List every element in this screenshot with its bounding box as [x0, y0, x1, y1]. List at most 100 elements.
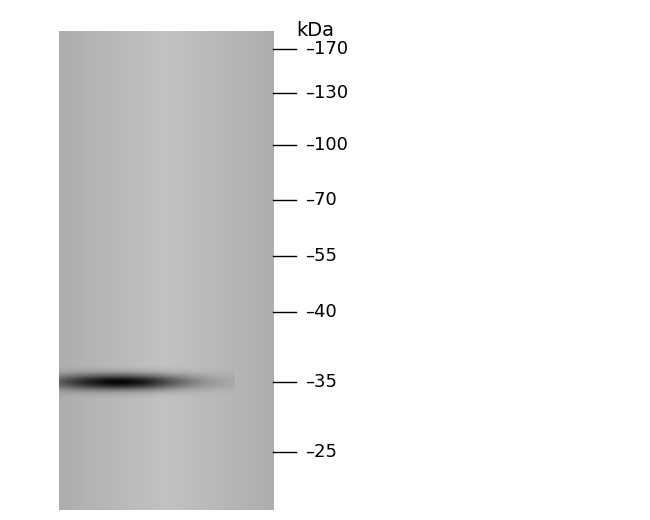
Bar	[100, 371, 103, 372]
Bar	[218, 384, 222, 385]
Bar	[183, 376, 187, 377]
Bar	[87, 390, 90, 391]
Bar	[159, 376, 162, 378]
Bar	[116, 392, 118, 393]
Bar	[216, 393, 219, 394]
Bar	[103, 376, 105, 377]
Bar	[87, 372, 90, 373]
Bar	[127, 388, 129, 389]
Bar	[151, 383, 153, 384]
Bar	[135, 392, 138, 393]
Bar	[175, 397, 177, 398]
Bar	[148, 368, 151, 369]
Bar	[212, 387, 215, 388]
Bar	[118, 390, 121, 391]
Bar	[107, 390, 110, 391]
Bar	[124, 376, 127, 377]
Bar	[92, 391, 94, 392]
Bar	[98, 394, 101, 395]
Bar	[96, 377, 99, 378]
Bar	[183, 385, 187, 386]
Bar	[214, 379, 217, 380]
Bar	[216, 390, 219, 391]
Bar	[92, 370, 94, 371]
Bar	[223, 395, 226, 396]
Bar	[138, 376, 140, 377]
Bar	[183, 384, 187, 385]
Bar	[138, 378, 140, 379]
Bar	[159, 368, 162, 369]
Bar	[92, 389, 94, 391]
Bar	[197, 381, 200, 382]
Bar	[175, 391, 177, 392]
Bar	[212, 381, 215, 382]
Bar	[166, 384, 169, 385]
Bar	[186, 378, 188, 379]
Bar	[159, 373, 162, 374]
Bar	[138, 396, 140, 397]
Bar	[122, 371, 125, 372]
Bar	[131, 375, 134, 376]
Bar	[116, 375, 118, 376]
Bar	[177, 370, 180, 371]
Bar	[113, 375, 116, 376]
Bar	[210, 383, 213, 384]
Bar	[109, 386, 112, 387]
Bar	[146, 381, 149, 382]
Bar	[84, 389, 88, 390]
Bar	[118, 387, 121, 388]
Bar	[203, 377, 206, 378]
Bar	[181, 373, 184, 374]
Bar	[146, 386, 149, 387]
Bar	[116, 370, 118, 371]
Bar	[144, 391, 147, 392]
Bar	[109, 393, 112, 394]
Bar	[133, 367, 136, 368]
Bar	[205, 371, 208, 372]
Bar	[98, 386, 101, 387]
Bar	[194, 392, 198, 393]
Bar	[199, 379, 202, 380]
Bar	[208, 394, 211, 395]
Bar	[89, 378, 92, 379]
Bar	[144, 385, 147, 386]
Bar	[127, 382, 129, 383]
Bar	[227, 375, 230, 376]
Bar	[194, 395, 198, 396]
Bar	[60, 387, 64, 388]
Bar	[205, 382, 208, 383]
Bar	[94, 394, 96, 395]
Bar	[205, 391, 208, 392]
Bar	[146, 392, 149, 393]
Bar	[78, 388, 81, 389]
Bar	[179, 392, 182, 393]
Bar	[192, 389, 195, 390]
Bar	[210, 368, 213, 369]
Bar	[129, 387, 131, 388]
Bar	[186, 396, 188, 397]
Bar	[162, 392, 164, 393]
Bar	[188, 396, 191, 397]
Bar	[67, 392, 70, 393]
Bar	[203, 371, 206, 372]
Bar	[70, 367, 72, 368]
Bar	[84, 393, 88, 394]
Bar	[122, 368, 125, 369]
Bar	[226, 370, 228, 371]
Bar	[205, 369, 208, 370]
Bar	[197, 373, 200, 374]
Bar	[109, 374, 112, 375]
Bar	[179, 393, 182, 394]
Bar	[181, 370, 184, 371]
Bar	[173, 374, 176, 375]
Bar	[103, 368, 105, 369]
Bar	[162, 397, 164, 398]
Bar	[131, 393, 134, 394]
Bar	[194, 394, 198, 395]
Bar	[129, 387, 131, 388]
Bar	[175, 373, 177, 374]
Bar	[133, 385, 136, 386]
Bar	[116, 384, 118, 385]
Bar	[116, 366, 118, 367]
Bar	[192, 395, 195, 396]
